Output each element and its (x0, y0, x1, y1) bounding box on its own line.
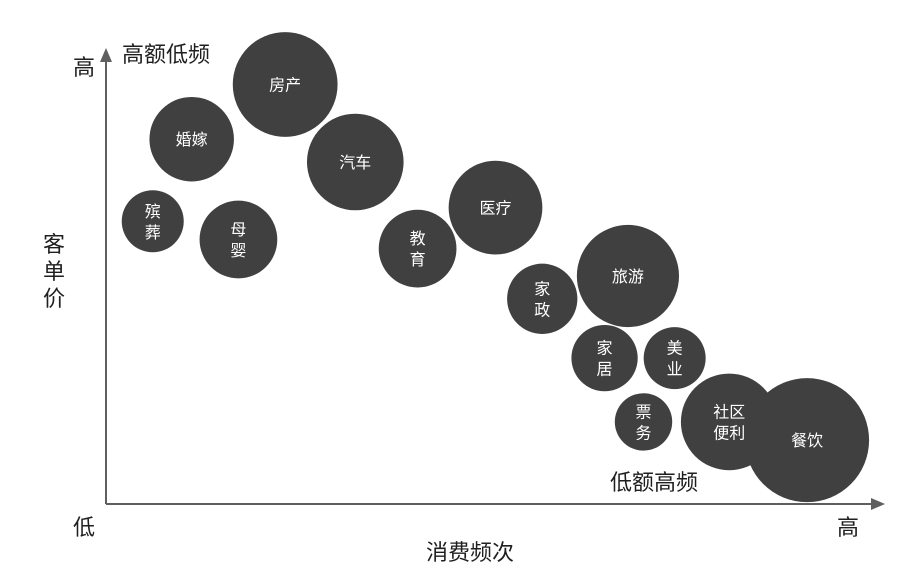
bubble (306, 113, 404, 211)
top-left-annotation: 高额低频 (122, 43, 210, 68)
bubble-label: 美业 (667, 339, 683, 379)
y-axis-title-char-2: 单 (43, 260, 65, 285)
bubble-label: 母婴 (230, 220, 246, 260)
bubble-label: 社区便利 (713, 402, 745, 442)
bubble-label: 殡葬 (145, 202, 161, 242)
y-axis-high-label: 高 (73, 56, 95, 81)
y-axis-title-char-1: 客 (43, 233, 65, 258)
bubble-label: 餐饮 (791, 431, 823, 450)
bubble-label: 汽车 (339, 153, 371, 172)
bubble (745, 378, 870, 503)
y-axis-arrow (100, 48, 112, 62)
y-axis-title-char-3: 价 (43, 287, 65, 312)
bubble-label: 房产 (269, 75, 301, 94)
bubble (448, 160, 543, 255)
y-axis-low-label: 低 (73, 516, 95, 541)
bubble-label: 旅游 (612, 267, 644, 286)
bubble-layer: 房产婚嫁殡葬 母婴 汽车教育 医疗家政 旅游家居 美业票务 社区便利餐饮 (121, 32, 870, 503)
bubble-label: 票务 (636, 402, 652, 442)
bottom-right-annotation: 低额高频 (610, 471, 698, 496)
x-axis-arrow (871, 498, 885, 510)
bubble-label: 家居 (597, 339, 613, 379)
x-axis-high-label: 高 (837, 516, 859, 541)
bubble (576, 224, 680, 328)
bubble-label: 婚嫁 (176, 130, 208, 149)
bubble (199, 200, 278, 279)
x-axis-title: 消费频次 (426, 541, 514, 566)
bubble (643, 327, 706, 390)
bubble (121, 190, 184, 253)
bubble (507, 263, 578, 334)
bubble-label: 教育 (410, 229, 426, 269)
bubble (571, 324, 638, 392)
bubble (149, 96, 234, 182)
bubble-label: 医疗 (479, 199, 511, 218)
bubble (614, 393, 673, 451)
bubble (378, 209, 457, 288)
bubble (232, 32, 338, 137)
bubble-label: 家政 (534, 279, 550, 319)
